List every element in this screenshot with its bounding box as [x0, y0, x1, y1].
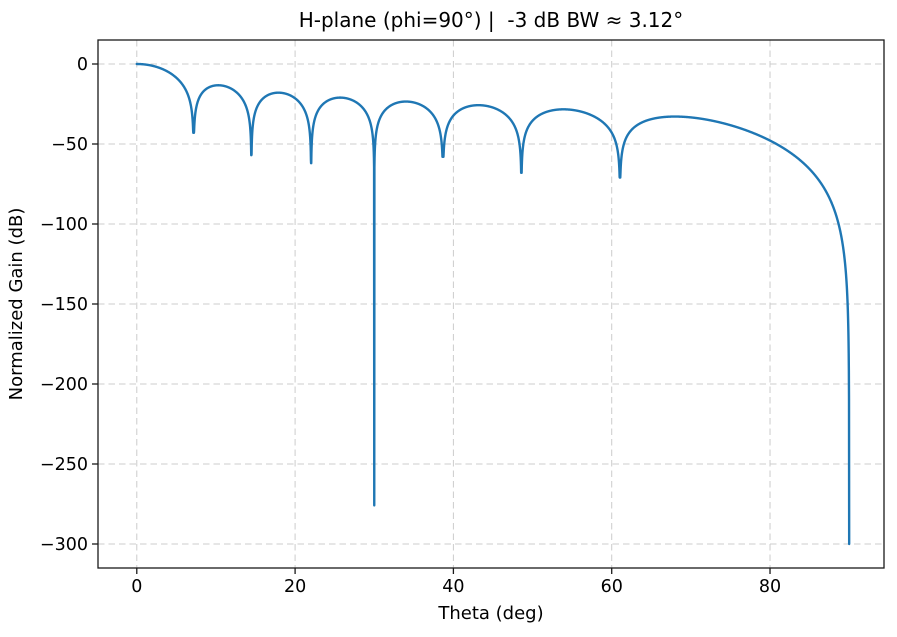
y-axis-label: Normalized Gain (dB): [6, 208, 27, 401]
x-axis-label: Theta (deg): [437, 603, 543, 624]
y-tick-label: −150: [40, 295, 88, 315]
y-tick-label: 0: [77, 55, 88, 75]
x-tick-label: 20: [284, 577, 306, 597]
axis-ticks: 0 20 40 60 80 0 −50 −100 −150 −200 −250 −300: [40, 55, 781, 597]
x-tick-label: 0: [131, 577, 142, 597]
x-tick-label: 80: [759, 577, 781, 597]
y-tick-label: −50: [51, 135, 88, 155]
x-tick-label: 40: [442, 577, 464, 597]
y-tick-label: −300: [40, 535, 88, 555]
y-tick-label: −100: [40, 215, 88, 235]
gridlines: [98, 40, 884, 568]
y-tick-label: −250: [40, 455, 88, 475]
x-tick-label: 60: [601, 577, 623, 597]
y-tick-label: −200: [40, 375, 88, 395]
gain-curve: [135, 62, 851, 546]
chart-title: H-plane (phi=90°) | -3 dB BW ≈ 3.12°: [299, 8, 684, 32]
